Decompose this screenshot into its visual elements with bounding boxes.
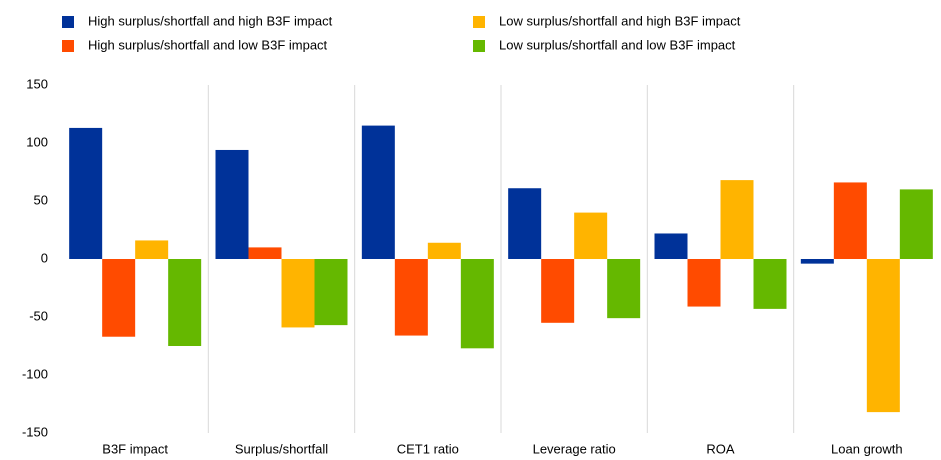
- bar: [427, 242, 461, 259]
- bar: [866, 259, 900, 413]
- bar: [102, 259, 136, 337]
- y-tick-label: -150: [22, 424, 48, 439]
- bar: [800, 259, 834, 264]
- bar: [69, 127, 103, 259]
- bar: [314, 259, 348, 326]
- bar: [574, 212, 608, 259]
- y-tick-label: -50: [29, 308, 48, 323]
- bar: [899, 189, 933, 259]
- bar: [687, 259, 721, 307]
- y-tick-label: 100: [26, 134, 48, 149]
- x-tick-label: B3F impact: [102, 441, 168, 456]
- legend-swatch: [62, 16, 74, 28]
- legend-swatch: [62, 40, 74, 52]
- x-tick-label: Surplus/shortfall: [235, 441, 328, 456]
- x-tick-label: Leverage ratio: [533, 441, 616, 456]
- bar: [654, 233, 688, 259]
- bar: [833, 182, 867, 259]
- bar: [607, 259, 641, 319]
- bar: [394, 259, 428, 336]
- bar: [460, 259, 494, 349]
- bar: [281, 259, 315, 328]
- legend-label: Low surplus/shortfall and high B3F impac…: [499, 13, 741, 28]
- bar: [753, 259, 787, 309]
- bar: [541, 259, 575, 323]
- y-tick-label: -100: [22, 366, 48, 381]
- legend-label: High surplus/shortfall and low B3F impac…: [88, 37, 328, 52]
- bar: [248, 247, 282, 259]
- x-tick-label: CET1 ratio: [397, 441, 459, 456]
- y-tick-label: 150: [26, 76, 48, 91]
- bar: [215, 149, 249, 259]
- legend-swatch: [473, 40, 485, 52]
- bar: [508, 188, 542, 259]
- legend-swatch: [473, 16, 485, 28]
- bar: [168, 259, 202, 346]
- bar: [720, 180, 754, 259]
- y-tick-label: 0: [41, 250, 48, 265]
- bar: [361, 125, 395, 259]
- legend-label: High surplus/shortfall and high B3F impa…: [88, 13, 333, 28]
- y-tick-label: 50: [34, 192, 48, 207]
- x-tick-label: Loan growth: [831, 441, 903, 456]
- bar: [135, 240, 169, 259]
- legend-label: Low surplus/shortfall and low B3F impact: [499, 37, 736, 52]
- x-tick-label: ROA: [706, 441, 735, 456]
